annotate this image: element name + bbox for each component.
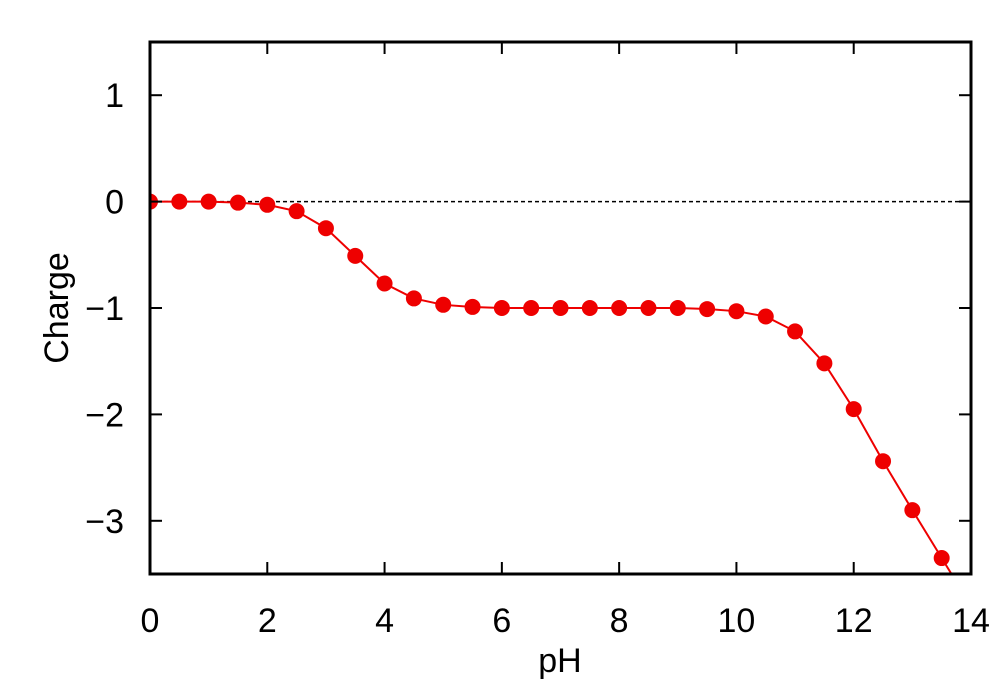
- x-tick-label: 10: [718, 602, 756, 640]
- data-point: [699, 301, 716, 318]
- data-point: [845, 401, 862, 418]
- y-tick-label: −1: [85, 290, 124, 328]
- data-point: [611, 300, 628, 316]
- data-point: [171, 193, 188, 210]
- data-point: [464, 298, 481, 315]
- y-tick-label: −3: [85, 503, 124, 541]
- data-point: [552, 300, 569, 316]
- data-point: [493, 300, 510, 316]
- data-point: [317, 220, 334, 237]
- x-tick-label: 2: [258, 602, 277, 640]
- y-tick-label: −2: [85, 396, 124, 434]
- data-point: [376, 275, 393, 292]
- data-point: [816, 355, 833, 372]
- data-point: [728, 303, 745, 320]
- plot-frame: [148, 40, 973, 576]
- data-point: [640, 300, 657, 316]
- series-layer: [150, 193, 953, 574]
- x-tick-label: 12: [835, 602, 873, 640]
- data-point: [347, 247, 364, 264]
- data-point: [757, 308, 774, 325]
- data-point: [933, 550, 950, 567]
- data-point: [904, 502, 921, 519]
- data-point: [229, 194, 246, 211]
- data-point: [435, 296, 452, 313]
- data-point: [875, 453, 892, 470]
- data-point: [581, 300, 598, 316]
- x-tick-label: 4: [375, 602, 394, 640]
- x-axis-label: pH: [538, 642, 581, 680]
- x-tick-label: 8: [610, 602, 629, 640]
- y-tick-label: 1: [105, 77, 124, 115]
- y-axis-label: Charge: [38, 252, 76, 364]
- y-tick-label: 0: [105, 184, 124, 222]
- data-point: [200, 193, 217, 210]
- data-point: [259, 196, 276, 213]
- data-point: [787, 323, 804, 340]
- x-tick-label: 0: [141, 602, 160, 640]
- data-point: [288, 203, 305, 220]
- data-point: [523, 300, 540, 316]
- x-tick-label: 14: [952, 602, 990, 640]
- data-point: [669, 300, 686, 316]
- x-tick-label: 6: [492, 602, 511, 640]
- data-point: [405, 290, 422, 307]
